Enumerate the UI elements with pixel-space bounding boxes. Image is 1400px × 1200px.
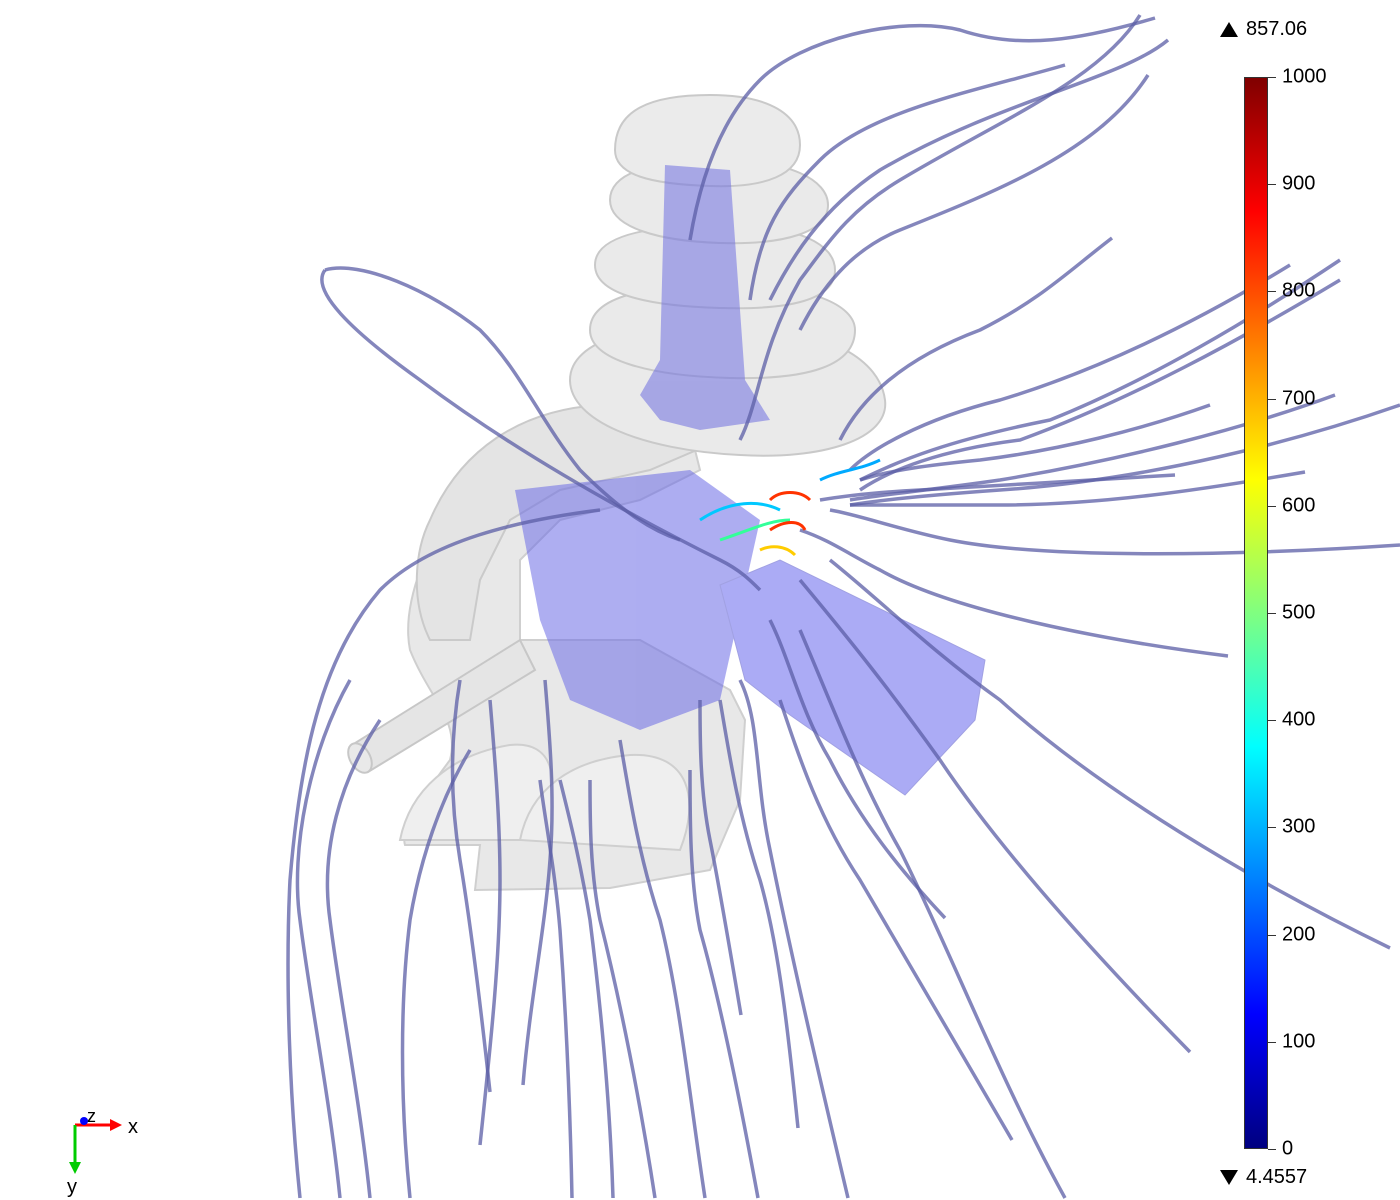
colorbar-tick-label: 300	[1282, 815, 1316, 838]
colorbar-tick-label: 400	[1282, 708, 1316, 731]
colorbar-tick-label: 700	[1282, 387, 1316, 410]
colorbar-tick-mark	[1268, 1041, 1276, 1043]
colorbar-tick-mark	[1268, 934, 1276, 936]
colorbar-tick-mark	[1268, 827, 1276, 829]
colorbar-tick-label: 600	[1282, 494, 1316, 517]
colorbar-tick-label: 500	[1282, 601, 1316, 624]
high-velocity-streamlines	[699, 458, 881, 557]
colorbar-tick-label: 200	[1282, 923, 1316, 946]
colorbar-max-value: 857.06	[1246, 18, 1308, 40]
y-axis-label: y	[67, 1176, 77, 1198]
colorbar-tick-label: 1000	[1282, 65, 1327, 88]
colorbar-tick-mark	[1268, 398, 1276, 400]
colorbar-min-value: 4.4557	[1246, 1166, 1308, 1188]
colorbar-tick-mark	[1268, 720, 1276, 722]
streamlines	[286, 14, 1400, 1199]
colorbar-tick-mark	[1268, 505, 1276, 507]
colorbar-tick-mark	[1268, 184, 1276, 186]
colorbar-tick-label: 0	[1282, 1137, 1294, 1160]
axis-triad	[69, 1117, 122, 1174]
max-triangle-icon	[1220, 22, 1238, 37]
x-axis-label: x	[128, 1116, 138, 1138]
min-triangle-icon	[1220, 1170, 1238, 1185]
colorbar-tick-mark	[1268, 613, 1276, 614]
colorbar-tick-label: 800	[1282, 279, 1316, 302]
colorbar-tick-label: 900	[1282, 172, 1316, 195]
inner-fluid-volume	[515, 165, 986, 796]
colorbar-min: 4.4557	[1220, 1166, 1307, 1189]
colorbar-tick-mark	[1268, 77, 1276, 78]
colorbar-tick-mark	[1268, 1149, 1276, 1150]
colorbar-max: 857.06	[1220, 18, 1307, 41]
colorbar	[1244, 77, 1268, 1149]
z-axis-label: z	[87, 1106, 96, 1126]
colorbar-tick-label: 100	[1282, 1030, 1316, 1053]
colorbar-tick-mark	[1268, 291, 1276, 293]
